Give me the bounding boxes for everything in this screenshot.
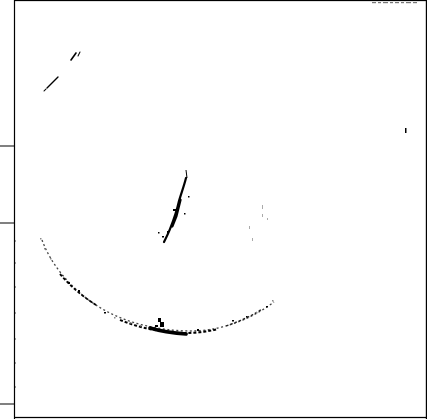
right-mark [405,128,407,133]
central-stroke [158,169,190,244]
top-right-speckle [372,2,417,4]
left-margin-dots [15,240,16,388]
upper-left-strokes [43,51,81,92]
lower-arc [40,238,275,336]
faint-marks-right [249,205,268,241]
